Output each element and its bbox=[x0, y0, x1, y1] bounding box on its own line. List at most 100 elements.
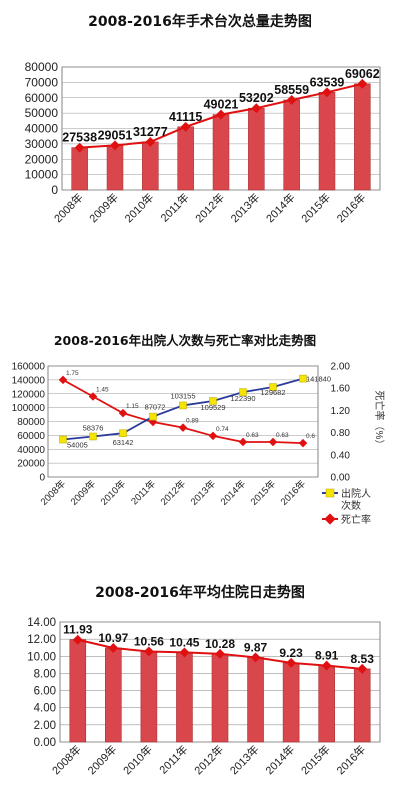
c3-trend-marker bbox=[143, 646, 154, 657]
c3-bar bbox=[247, 657, 264, 743]
c3-data-label: 10.97 bbox=[98, 631, 128, 645]
c2-discharges-marker bbox=[59, 435, 67, 444]
c3-x-tick-label: 2014年 bbox=[262, 742, 297, 777]
c1-x-tick-label: 2016年 bbox=[333, 190, 368, 225]
c3-y-tick-label: 14.00 bbox=[27, 617, 56, 629]
c1-data-label: 53202 bbox=[239, 91, 274, 105]
c2-mortality-marker bbox=[238, 437, 248, 447]
c3-data-label: 8.91 bbox=[315, 649, 339, 663]
c2-discharges-marker bbox=[89, 432, 97, 441]
chart-1-bars bbox=[71, 83, 371, 191]
c1-y-tick-label: 70000 bbox=[25, 75, 59, 89]
c2-discharges-marker bbox=[149, 412, 157, 421]
c1-data-label: 27538 bbox=[62, 131, 97, 145]
c2-mortality-marker bbox=[178, 423, 188, 432]
c2-y-tick-label: 120000 bbox=[12, 389, 46, 400]
c3-bar bbox=[69, 639, 87, 743]
c2-discharges-marker bbox=[239, 388, 247, 396]
c3-data-label: 9.87 bbox=[244, 640, 268, 654]
c2-y-tick-label: 100000 bbox=[12, 403, 46, 414]
chart-2-data-labels: 54005 58376 63142 87072 103155 109529 122390 12… bbox=[66, 370, 331, 450]
c3-data-label: 11.93 bbox=[63, 623, 93, 637]
c3-bar bbox=[140, 651, 158, 743]
c1-bar bbox=[354, 83, 371, 191]
c2-y2-tick-label: 1.20 bbox=[331, 406, 351, 417]
c2-y-tick-label: 60000 bbox=[17, 431, 45, 442]
c1-bar bbox=[212, 114, 230, 191]
c3-y-tick-label: 8.00 bbox=[34, 668, 56, 680]
c2-mortality-marker bbox=[58, 375, 68, 385]
c3-trend-marker bbox=[286, 657, 297, 668]
c3-y-tick-label: 10.00 bbox=[27, 651, 56, 663]
c1-bar bbox=[318, 92, 336, 191]
c1-bar bbox=[283, 99, 300, 191]
c2-mortality-label: 0.74 bbox=[216, 426, 229, 433]
chart-3-y-ticks: 0.00 2.00 4.00 6.00 8.00 10.00 12.00 14.00 bbox=[27, 617, 56, 749]
c3-data-label: 10.28 bbox=[205, 637, 235, 651]
c2-mortality-marker bbox=[208, 431, 218, 441]
chart-2-y2-ticks: 0.00 0.40 0.80 1.20 1.60 2.00 bbox=[331, 362, 351, 484]
chart-2-legend: 出院人 次数 死亡率 bbox=[322, 487, 371, 526]
c2-mortality-label: 1.45 bbox=[96, 387, 109, 394]
c2-discharges-label: 58376 bbox=[83, 424, 104, 433]
c1-data-label: 29051 bbox=[98, 128, 133, 142]
c3-x-tick-label: 2015年 bbox=[298, 742, 333, 777]
c1-y-tick-label: 80000 bbox=[25, 60, 59, 74]
c1-data-label: 58559 bbox=[274, 83, 309, 97]
c3-data-label: 9.23 bbox=[279, 646, 303, 660]
c3-bar bbox=[282, 662, 300, 743]
c2-x-tick-label: 2012年 bbox=[158, 477, 189, 508]
chart-1-title: 2008-2016年手术台次总量走势图 bbox=[88, 13, 312, 30]
c3-data-label: 10.56 bbox=[134, 634, 164, 648]
chart-2-gridlines bbox=[47, 365, 319, 478]
c1-x-tick-label: 2009年 bbox=[86, 190, 121, 225]
c2-discharges-label: 141840 bbox=[306, 375, 331, 384]
c2-mortality-marker bbox=[88, 392, 98, 401]
c1-data-label: 69062 bbox=[345, 67, 380, 81]
c3-y-tick-label: 2.00 bbox=[34, 720, 56, 732]
c2-x-tick-label: 2010年 bbox=[98, 477, 129, 508]
c1-bar bbox=[71, 147, 88, 191]
c2-x-tick-label: 2011年 bbox=[128, 477, 158, 507]
c1-y-tick-label: 40000 bbox=[25, 122, 59, 136]
c1-trend-marker bbox=[145, 136, 156, 147]
c3-trend-marker bbox=[321, 660, 332, 671]
c2-mortality-label: 1.75 bbox=[66, 370, 79, 377]
c2-y2-tick-label: 2.00 bbox=[331, 362, 351, 373]
c1-trend-marker bbox=[74, 142, 85, 153]
c2-x-tick-label: 2014年 bbox=[218, 477, 249, 508]
chart-3-title: 2008-2016年平均住院日走势图 bbox=[95, 584, 305, 601]
c1-y-tick-label: 20000 bbox=[25, 152, 59, 166]
chart-3-avg-stay: 2008-2016年平均住院日走势图 0.00 2.00 4.00 6.00 8.00 1… bbox=[27, 584, 381, 777]
c3-y-tick-label: 4.00 bbox=[34, 703, 56, 715]
c1-y-tick-label: 0 bbox=[51, 183, 58, 197]
chart-2-x-ticks: 2008年 2009年 2010年 2011年 2012年 2013年 2014年 2015年… bbox=[38, 477, 309, 508]
c1-y-tick-label: 30000 bbox=[25, 137, 59, 151]
c3-bar bbox=[353, 668, 371, 743]
c3-x-tick-label: 2009年 bbox=[84, 742, 119, 777]
c2-x-tick-label: 2015年 bbox=[248, 477, 279, 508]
c2-y-tick-label: 40000 bbox=[17, 445, 45, 456]
c2-discharges-label: 103155 bbox=[170, 391, 195, 400]
chart-3-x-ticks: 2008年 2009年 2010年 2011年 2012年 2013年 2014年 2015年… bbox=[49, 742, 368, 777]
c1-y-tick-label: 10000 bbox=[25, 168, 59, 182]
c2-discharges-marker bbox=[119, 429, 127, 437]
c3-bar bbox=[211, 653, 229, 743]
c2-x-tick-label: 2009年 bbox=[68, 477, 99, 508]
chart-3-trend-line bbox=[72, 634, 368, 674]
chart-2-series-lines bbox=[58, 374, 308, 448]
c2-y2-tick-label: 0.00 bbox=[331, 473, 351, 484]
c1-bar bbox=[248, 107, 265, 191]
c2-discharges-label: 63142 bbox=[113, 438, 134, 447]
c3-x-tick-label: 2011年 bbox=[156, 742, 190, 776]
c1-bar bbox=[142, 141, 159, 191]
c2-discharges-marker bbox=[209, 397, 217, 405]
c1-x-tick-label: 2011年 bbox=[157, 190, 191, 224]
c2-x-tick-label: 2016年 bbox=[278, 477, 309, 508]
c2-mortality-label: 1.15 bbox=[126, 403, 139, 410]
c3-trend-marker bbox=[215, 648, 225, 659]
c3-trend-marker bbox=[250, 652, 261, 663]
c3-data-label: 10.45 bbox=[169, 635, 199, 649]
c3-trend-marker bbox=[179, 647, 190, 658]
